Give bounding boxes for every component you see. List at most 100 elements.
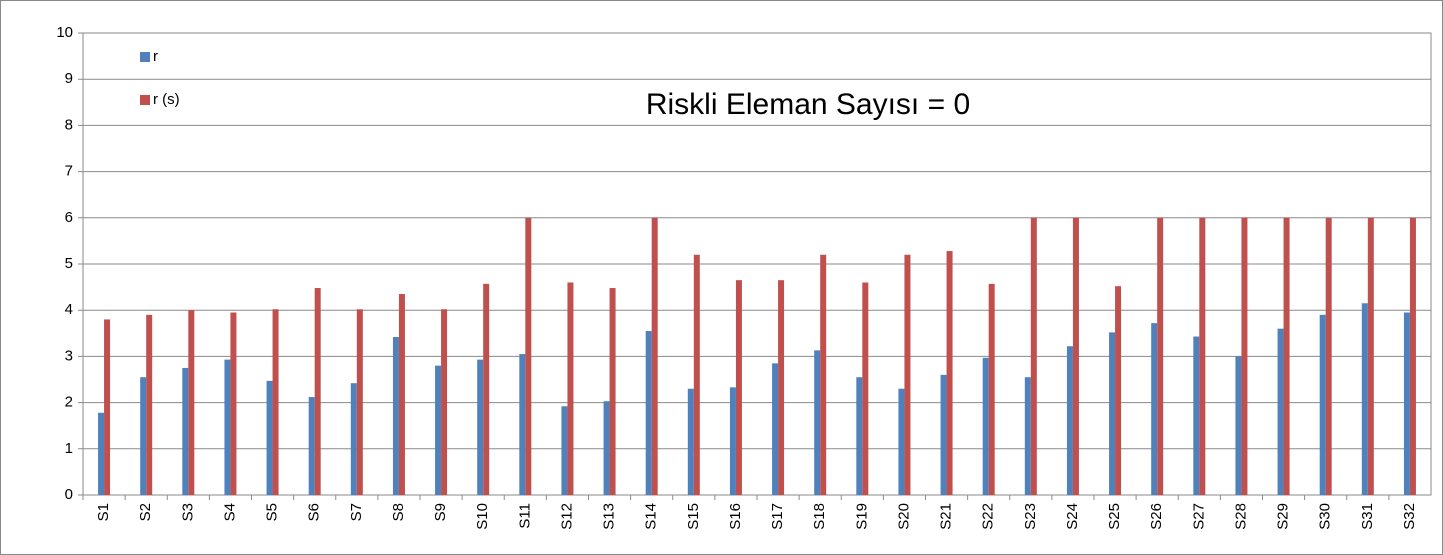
x-tick-label: S13: [601, 503, 618, 530]
y-tick-label: 5: [65, 255, 73, 272]
y-tick-label: 6: [65, 209, 73, 226]
x-tick-label: S26: [1148, 503, 1165, 530]
bar: [1319, 314, 1326, 495]
x-tick-label: S8: [390, 503, 407, 521]
x-tick-label: S22: [980, 503, 997, 530]
y-tick-label: 7: [65, 163, 73, 180]
x-tick-label: S11: [516, 503, 533, 529]
x-tick-label: S28: [1232, 503, 1249, 530]
bar: [104, 319, 111, 495]
bar: [1157, 217, 1164, 496]
bar: [1199, 217, 1206, 496]
bar: [778, 280, 785, 495]
x-tick-label: S32: [1401, 503, 1418, 530]
bar: [1325, 217, 1332, 496]
bar: [1193, 336, 1200, 495]
bar: [651, 217, 658, 496]
bar: [140, 377, 147, 495]
bar: [1409, 217, 1416, 496]
bar: [441, 309, 448, 495]
bar: [988, 283, 995, 495]
bar: [603, 401, 610, 495]
y-tick-label: 1: [65, 440, 73, 457]
bar: [98, 412, 105, 495]
bar: [1283, 217, 1290, 496]
x-tick-label: S24: [1064, 503, 1081, 530]
bar: [188, 310, 195, 495]
x-tick-label: S12: [558, 503, 575, 530]
x-tick-label: S16: [727, 503, 744, 530]
x-tick-label: S17: [769, 503, 786, 530]
x-tick-label: S10: [474, 503, 491, 530]
x-tick-label: S20: [895, 503, 912, 530]
bar: [398, 294, 405, 495]
bar: [272, 309, 279, 495]
y-tick-label: 8: [65, 116, 73, 133]
x-tick-label: S14: [643, 503, 660, 530]
legend-label: r: [153, 48, 158, 65]
bar: [862, 282, 869, 495]
bar: [729, 387, 736, 495]
bar: [519, 354, 526, 495]
x-tick-label: S2: [137, 503, 154, 521]
bar: [230, 312, 237, 495]
y-tick-label: 9: [65, 70, 73, 87]
x-tick-label: S7: [348, 503, 365, 521]
bar: [645, 330, 652, 495]
bar: [904, 254, 911, 495]
legend-swatch: [140, 95, 150, 105]
bar: [477, 359, 484, 495]
bar: [1030, 217, 1037, 496]
bar: [146, 314, 153, 495]
x-tick-label: S5: [264, 503, 281, 521]
legend-label: r (s): [153, 91, 180, 108]
bar: [1403, 312, 1410, 495]
bar: [224, 359, 231, 495]
bar: [561, 406, 568, 495]
y-tick-label: 3: [65, 347, 73, 364]
x-tick-label: S15: [685, 503, 702, 530]
x-tick-label: S25: [1106, 503, 1123, 530]
x-tick-label: S3: [179, 503, 196, 521]
bar: [1235, 356, 1242, 495]
bar: [1115, 286, 1122, 495]
bar: [1024, 377, 1031, 495]
y-tick-label: 2: [65, 394, 73, 411]
bar: [350, 383, 357, 495]
bar: [1109, 332, 1116, 495]
x-tick-label: S9: [432, 503, 449, 521]
x-tick-label: S1: [95, 503, 112, 521]
bar: [1151, 323, 1158, 495]
bar: [314, 288, 321, 495]
bar: [1241, 217, 1248, 496]
legend-swatch: [140, 52, 150, 62]
bar: [1361, 303, 1368, 495]
x-tick-label: S30: [1317, 503, 1334, 530]
x-tick-label: S21: [938, 503, 955, 530]
bar: [814, 350, 821, 495]
bar: [266, 380, 273, 495]
bar: [693, 254, 700, 495]
bar: [609, 288, 616, 495]
bar: [946, 251, 953, 495]
bar: [435, 365, 442, 495]
y-tick-label: 10: [56, 24, 73, 41]
bar: [687, 388, 694, 495]
bar: [182, 367, 189, 495]
x-tick-label: S29: [1275, 503, 1292, 530]
annotation: Riskli Eleman Sayısı = 0: [646, 88, 970, 121]
x-tick-label: S4: [221, 503, 238, 521]
y-tick-label: 4: [65, 301, 73, 318]
bar: [356, 309, 363, 495]
bar: [820, 254, 827, 495]
x-tick-label: S18: [811, 503, 828, 530]
bar: [1072, 217, 1079, 496]
bar: [483, 283, 490, 495]
bar: [525, 217, 532, 496]
bar: [1277, 328, 1284, 495]
x-tick-label: S19: [853, 503, 870, 530]
x-tick-label: S27: [1190, 503, 1207, 530]
bar: [735, 280, 742, 495]
x-tick-label: S6: [306, 503, 323, 521]
